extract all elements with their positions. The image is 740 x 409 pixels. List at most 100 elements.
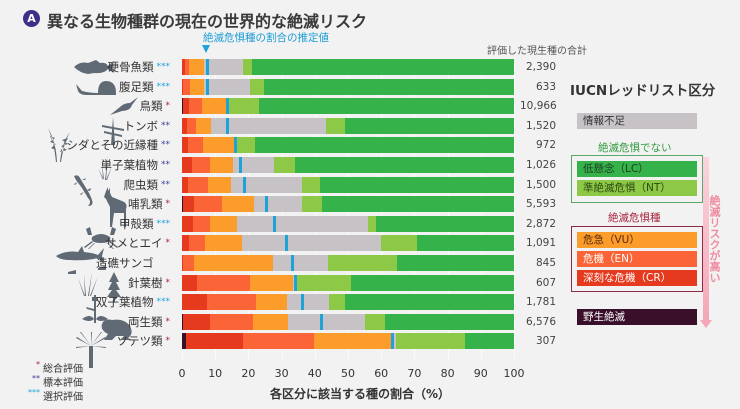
x-tick-label: 70 <box>407 367 422 380</box>
total-species-count: 845 <box>535 257 556 269</box>
bar-segment-vu <box>204 235 243 252</box>
bar-segment-lc <box>345 294 515 311</box>
category-label: 両生類 * <box>128 314 170 330</box>
deer-icon <box>104 187 127 227</box>
stacked-bar <box>182 294 515 311</box>
assessment-stars: ** <box>161 179 170 190</box>
bar-segment-lc <box>345 117 515 134</box>
category-label: 哺乳類 * <box>128 196 170 212</box>
bar-segment-nt <box>326 117 346 134</box>
bar-segment-vu <box>253 313 289 330</box>
total-species-count: 307 <box>535 335 556 348</box>
x-tick-label: 40 <box>307 367 322 380</box>
marker-label: 絶滅危惧種の割合の推定値 <box>203 32 329 44</box>
panel-badge: A <box>23 10 40 27</box>
frog-icon <box>101 319 132 340</box>
assessment-stars: ** <box>161 120 170 131</box>
coral-icon <box>68 266 106 296</box>
bar-segment-nt <box>368 215 377 232</box>
bar-segment-cr <box>182 255 184 271</box>
legend-threatened-title: 絶滅危惧種 <box>608 212 661 224</box>
bar-segment-nt <box>243 59 253 75</box>
category-name: 爬虫類 <box>123 177 159 192</box>
stacked-bar <box>182 274 515 291</box>
assessment-stars: ** <box>161 140 170 151</box>
total-species-count: 1,520 <box>525 119 556 132</box>
bar-segment-lc <box>351 274 515 291</box>
bar-segment-lc <box>397 255 515 271</box>
bar-segment-cr <box>182 176 189 193</box>
bar-segment-cr <box>182 117 188 134</box>
assessment-stars: *** <box>156 62 171 72</box>
bar-segment-en <box>188 235 206 252</box>
legend-en: 危機（EN） <box>577 251 697 267</box>
total-species-count: 1,026 <box>525 159 556 171</box>
legend-not-threatened-box <box>571 155 703 203</box>
category-name: ソテツ類 <box>116 334 163 349</box>
x-tick-label: 50 <box>341 367 355 380</box>
category-name: 哺乳類 <box>128 197 163 212</box>
bar-segment-dd <box>231 176 303 193</box>
category-label: 鳥類 * <box>140 98 171 114</box>
bar-segment-cr <box>182 157 193 173</box>
bar-segment-lc <box>384 313 515 330</box>
bar-segment-vu <box>189 78 205 95</box>
stacked-bar <box>182 98 515 115</box>
total-species-count: 972 <box>535 139 556 152</box>
bar-segment-lc <box>252 59 515 75</box>
bar-segment-cr <box>182 294 208 311</box>
bar-segment-dd <box>203 59 244 75</box>
bar-segment-en <box>185 59 190 75</box>
stacked-bar <box>182 215 515 232</box>
bar-segment-lc <box>258 98 515 115</box>
bar-segment-nt <box>364 313 385 330</box>
assessment-stars: * <box>165 336 171 347</box>
bar-segment-lc <box>417 235 515 252</box>
category-label: トンボ ** <box>124 118 171 134</box>
threatened-estimate-marker <box>264 196 268 213</box>
bar-segment-lc <box>264 78 515 95</box>
bar-segment-en <box>192 215 211 232</box>
bar-segment-en <box>197 274 251 291</box>
stacked-bar <box>182 117 515 134</box>
bar-segment-en <box>186 117 197 134</box>
threatened-estimate-marker <box>226 98 230 115</box>
legend-nt: 準絶滅危惧（NT） <box>577 180 697 196</box>
legend-cr: 深刻な危機（CR） <box>577 270 697 286</box>
category-name: 造礁サンゴ <box>96 256 154 270</box>
bar-segment-dd <box>273 255 329 271</box>
total-species-count: 1,091 <box>525 237 556 250</box>
bar-segment-cr <box>182 98 190 115</box>
bar-segment-lc <box>319 176 515 193</box>
assessment-stars: * <box>165 101 171 112</box>
legend-lc: 低懸念（LC） <box>577 161 697 177</box>
category-label: 針葉樹 * <box>128 275 170 291</box>
chart-title: 異なる生物種群の現在の世界的な絶滅リスク <box>47 12 368 31</box>
stacked-bar <box>182 333 515 350</box>
stacked-bar <box>182 157 515 173</box>
note-label: 選択評価 <box>43 392 83 403</box>
bar-segment-en <box>182 255 195 271</box>
stacked-bar <box>182 78 515 95</box>
stacked-bar <box>182 59 515 75</box>
x-tick-label: 30 <box>274 367 289 380</box>
threatened-estimate-marker <box>391 333 395 350</box>
note-stars: * <box>36 360 40 369</box>
category-name: 針葉樹 <box>128 275 163 290</box>
stacked-bar <box>182 176 515 193</box>
bar-segment-cr <box>182 78 184 95</box>
lizard-icon <box>74 175 93 206</box>
x-tick-label: 80 <box>440 367 455 380</box>
bar-segment-en <box>191 157 211 173</box>
legend-title: IUCNレッドリスト区分 <box>570 83 716 99</box>
category-label: 硬骨魚類 *** <box>108 59 171 75</box>
category-name: 双子葉植物 <box>96 295 154 310</box>
category-name: トンボ <box>123 118 159 133</box>
note-stars: ** <box>32 374 40 383</box>
gridline <box>514 60 515 360</box>
snail-icon <box>76 81 116 95</box>
x-tick-label: 10 <box>208 367 223 380</box>
assessment-stars: *** <box>156 297 171 308</box>
note-total-assessment: * 総合評価 <box>18 360 83 375</box>
stacked-bar <box>182 255 515 271</box>
